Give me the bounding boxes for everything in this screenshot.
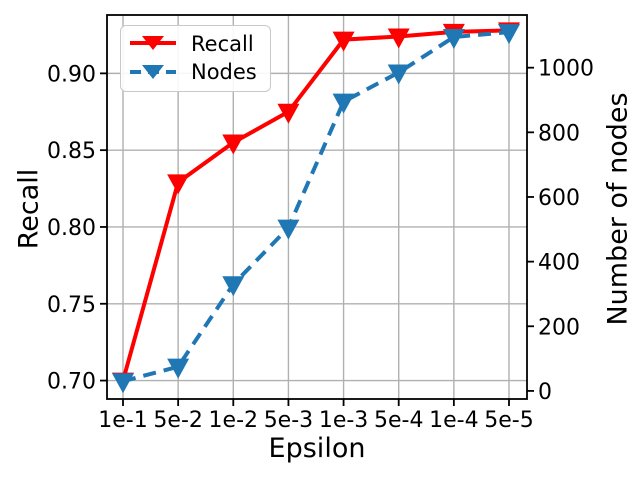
nodes-line [122,30,510,384]
y-axis-label-left: Recall [13,168,45,250]
right-tick-label: 200 [538,315,580,340]
right-tick-label: 1000 [538,57,594,82]
recall-line-sample-icon [130,36,176,51]
nodes-marker [167,358,190,379]
recall-marker [277,103,300,124]
left-axis-ticks: 0.70 0.75 0.80 0.85 0.90 [47,62,107,395]
nodes-marker [332,93,355,114]
legend-entry-nodes: Nodes [127,60,266,86]
right-tick-label: 600 [538,186,580,211]
recall-marker [167,174,190,195]
recall-marker [387,28,410,49]
legend: Recall Nodes [120,25,271,92]
x-tick-label: 1e-4 [429,408,478,433]
nodes-marker [222,276,245,297]
nodes-marker [442,28,465,49]
recall-marker [222,134,245,155]
y-axis-label-right: Number of nodes [602,92,634,326]
x-tick-label: 5e-4 [374,408,423,433]
right-tick-label: 0 [538,380,552,405]
right-tick-label: 400 [538,251,580,276]
right-tick-label: 800 [538,121,580,146]
x-tick-label: 5e-3 [264,408,313,433]
legend-label-nodes: Nodes [191,60,257,85]
x-tick-label: 5e-5 [484,408,533,433]
x-axis-ticks: 1e-1 5e-2 1e-2 5e-3 1e-3 5e-4 1e-4 5e-5 [98,399,534,433]
left-tick-label: 0.70 [47,370,96,395]
nodes-marker [277,219,300,240]
x-tick-label: 1e-3 [319,408,368,433]
nodes-marker [112,373,134,394]
x-axis-label: Epsilon [268,433,366,464]
series-nodes [112,24,520,394]
nodes-marker [498,24,520,45]
left-tick-label: 0.85 [47,139,96,164]
recall-marker [332,31,355,52]
left-tick-label: 0.75 [47,293,96,318]
x-tick-label: 5e-2 [153,408,202,433]
right-axis-ticks: 0 200 400 600 800 1000 [527,57,594,405]
legend-entry-recall: Recall [127,31,266,57]
legend-label-recall: Recall [191,31,254,56]
x-tick-label: 1e-2 [209,408,258,433]
plot-border [106,14,528,400]
left-tick-label: 0.80 [47,216,96,241]
left-tick-label: 0.90 [47,62,96,87]
nodes-marker [387,64,410,85]
x-tick-label: 1e-1 [98,408,147,433]
nodes-line-sample-icon [130,64,176,79]
